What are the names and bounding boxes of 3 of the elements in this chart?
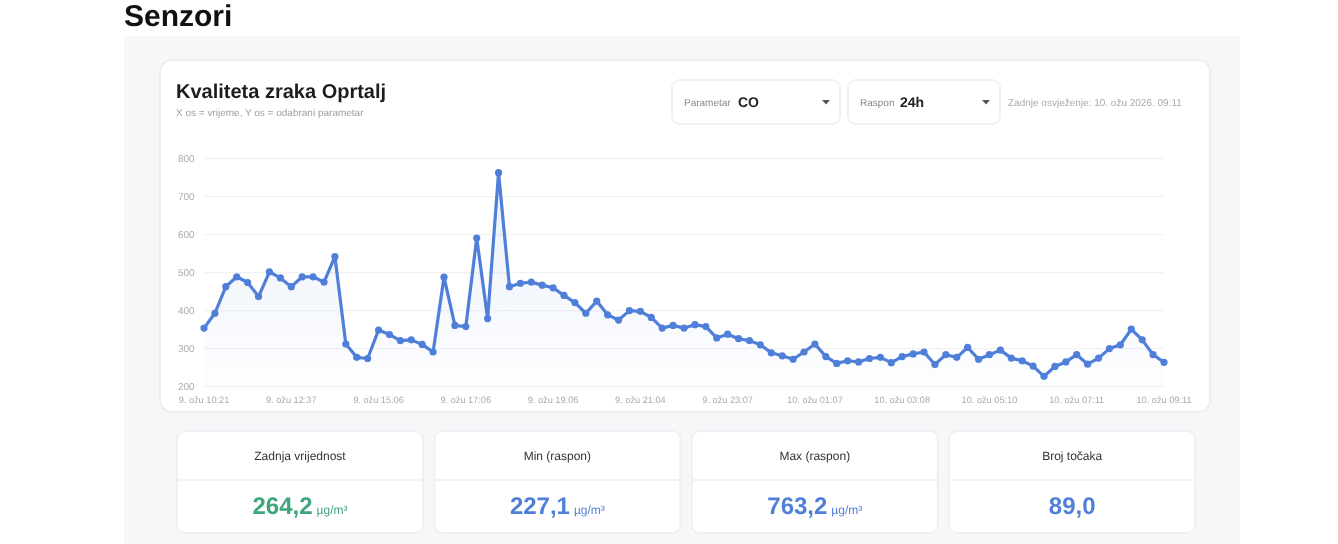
text: Senzori xyxy=(124,0,233,34)
chart-title: Kvaliteta zraka Oprtalj xyxy=(176,82,387,104)
text: 89,0 xyxy=(1048,492,1096,520)
